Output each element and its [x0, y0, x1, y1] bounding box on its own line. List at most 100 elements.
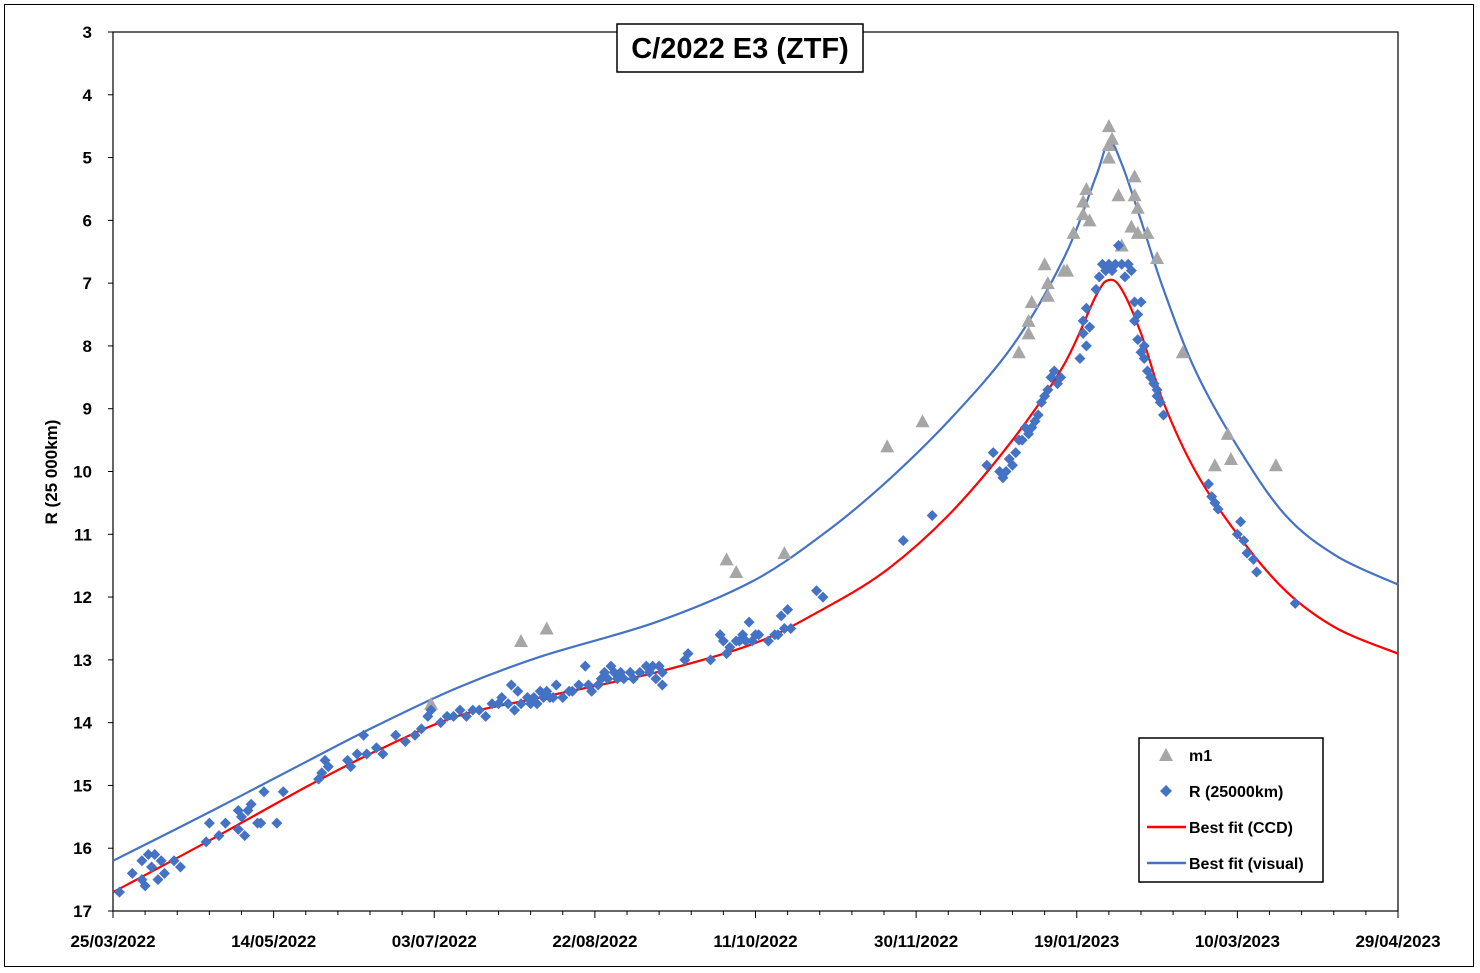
triangle-marker	[1040, 288, 1055, 302]
triangle-marker	[1021, 326, 1036, 340]
triangle-marker	[424, 696, 439, 710]
diamond-marker	[219, 817, 231, 829]
diamond-marker	[1151, 384, 1163, 396]
diamond-marker	[1109, 258, 1121, 270]
diamond-marker	[512, 685, 524, 697]
diamond-marker	[152, 874, 164, 886]
diamond-marker	[1247, 553, 1259, 565]
diamond-marker	[358, 729, 370, 741]
triangle-marker	[1060, 263, 1075, 277]
diamond-marker	[480, 710, 492, 722]
diamond-marker	[705, 654, 717, 666]
diamond-marker	[239, 830, 251, 842]
y-tick-label: 8	[83, 337, 92, 356]
y-tick-label: 11	[74, 525, 92, 544]
diamond-marker	[322, 761, 334, 773]
diamond-marker	[1090, 283, 1102, 295]
diamond-marker	[634, 666, 646, 678]
diamond-marker	[785, 622, 797, 634]
fit-lines	[112, 140, 1399, 894]
y-tick-label: 17	[73, 902, 92, 921]
diamond-marker	[203, 817, 215, 829]
diamond-marker	[460, 710, 472, 722]
triangle-marker	[1024, 294, 1039, 308]
diamond-marker	[1138, 352, 1150, 364]
diamond-marker	[1055, 371, 1067, 383]
triangle-marker	[880, 439, 895, 453]
diamond-marker	[1077, 315, 1089, 327]
diamond-marker	[146, 861, 158, 873]
triangle-marker	[1111, 188, 1126, 202]
diamond-marker	[213, 830, 225, 842]
diamond-marker	[136, 855, 148, 867]
diamond-marker	[656, 679, 668, 691]
diamond-marker	[258, 786, 270, 798]
chart-title-box: C/2022 E3 (ZTF)	[616, 23, 864, 73]
diamond-marker	[435, 717, 447, 729]
diamond-marker	[547, 692, 559, 704]
diamond-marker	[415, 723, 427, 735]
x-tick-label: 25/03/2022	[70, 932, 155, 951]
y-tick-label: 14	[73, 714, 92, 733]
diamond-marker	[1048, 365, 1060, 377]
diamond-marker	[1074, 352, 1086, 364]
diamond-marker	[897, 535, 909, 547]
y-tick-label: 16	[73, 839, 92, 858]
diamond-marker	[361, 748, 373, 760]
diamond-marker	[981, 459, 993, 471]
triangle-marker	[1021, 313, 1036, 327]
diamond-marker	[1202, 478, 1214, 490]
diamond-marker	[1010, 447, 1022, 459]
diamond-marker	[740, 635, 752, 647]
y-tick-label: 9	[83, 400, 92, 419]
diamond-marker	[345, 761, 357, 773]
triangle-marker	[1037, 257, 1052, 271]
diamond-marker	[139, 880, 151, 892]
triangle-marker	[1130, 225, 1145, 239]
diamond-marker	[1251, 566, 1263, 578]
y-axis: 3 4 5 6 7 8 9 10 11 12 13 14 15 16 17	[73, 23, 113, 921]
diamond-marker	[425, 704, 437, 716]
diamond-marker	[753, 629, 765, 641]
diamond-marker	[1289, 597, 1301, 609]
triangle-marker	[1268, 458, 1283, 472]
diamond-marker	[817, 591, 829, 603]
diamond-marker	[762, 635, 774, 647]
diamond-marker	[271, 817, 283, 829]
triangle-marker	[1124, 219, 1139, 233]
legend: m1 R (25000km) Best fit (CCD) Best fit (…	[1138, 737, 1324, 883]
legend-box	[1138, 737, 1324, 883]
legend-diamond-icon	[1160, 785, 1172, 797]
diamond-marker	[1157, 409, 1169, 421]
diamond-marker	[557, 692, 569, 704]
diamond-marker	[650, 673, 662, 685]
diamond-marker	[627, 673, 639, 685]
triangle-marker	[719, 552, 734, 566]
triangle-marker	[1066, 225, 1081, 239]
legend-label-r: R (25000km)	[1189, 784, 1283, 801]
diamond-marker	[399, 735, 411, 747]
diamond-marker	[1129, 296, 1141, 308]
diamond-marker	[602, 673, 614, 685]
y-tick-label: 15	[73, 776, 92, 795]
diamond-marker	[1007, 459, 1018, 471]
diamond-marker	[1125, 265, 1137, 277]
diamond-marker	[1135, 296, 1147, 308]
diamond-marker	[724, 641, 736, 653]
diamond-marker	[573, 679, 585, 691]
diamond-marker	[502, 698, 514, 710]
legend-label-ccd: Best fit (CCD)	[1189, 820, 1293, 837]
diamond-marker	[515, 698, 527, 710]
diamond-marker	[1113, 239, 1125, 251]
diamond-marker	[168, 855, 180, 867]
diamond-marker	[566, 685, 578, 697]
x-tick-label: 19/01/2023	[1034, 932, 1119, 951]
diamond-marker	[149, 848, 161, 860]
y-axis-label: R (25 000km)	[42, 420, 61, 525]
diamond-marker	[1080, 340, 1092, 352]
y-tick-label: 13	[73, 651, 92, 670]
diamond-marker	[682, 648, 694, 660]
diamond-marker	[174, 861, 186, 873]
diamond-marker	[1119, 271, 1131, 283]
diamond-marker	[377, 748, 389, 760]
